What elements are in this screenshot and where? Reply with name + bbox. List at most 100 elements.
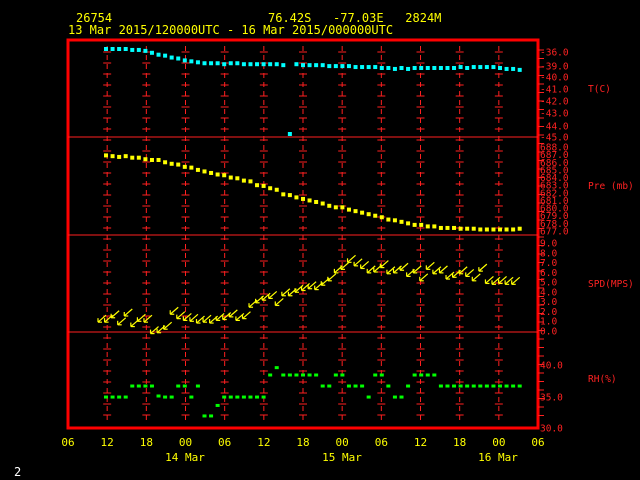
wind-shaft [366,265,376,274]
wind-barb [340,261,350,270]
temperature-point [241,62,246,67]
rh-point [156,394,161,398]
pressure-y-tick: 686.0 [540,158,569,169]
rh-point [419,373,424,377]
wind-shaft [445,271,455,280]
temperature-point [346,64,351,69]
page-number: 2 [14,465,22,479]
wind-barb [458,266,468,275]
pressure-point [419,222,424,227]
wind-barb [228,309,238,318]
pressure-axis-label: Pre (mb) [588,181,634,192]
pressure-point [432,224,437,229]
wind-y-tick: 3.0 [540,297,557,308]
temperature-point [235,61,240,66]
plot-frame [66,38,540,430]
wind-shaft [110,310,120,319]
wind-barb [366,265,376,274]
rh-point [386,384,391,388]
rh-point [465,384,470,388]
temperature-point [511,66,516,71]
pressure-point [149,157,154,162]
temperature-point [379,66,384,70]
wind-shaft [228,309,238,318]
rh-point [143,384,148,388]
wind-shaft [432,266,442,275]
pressure-point [281,192,286,197]
temperature-point [386,66,391,70]
pressure-point [123,154,128,159]
wind-shaft [150,326,159,335]
wind-shaft [301,283,310,291]
temperature-point [445,66,450,70]
x-tick-label: 18 [453,436,466,449]
wind-y-tick: 4.0 [540,287,557,298]
temperature-point [471,65,476,70]
pressure-point [287,193,292,198]
wind-barb [432,266,442,275]
wind-shaft [242,311,251,320]
rh-point [373,373,378,377]
rh-point [340,373,345,377]
pressure-point [110,154,115,159]
temperature-point [307,63,312,68]
temperature-point [156,52,161,57]
temperature-y-tick: -44.0 [540,122,569,133]
wind-shaft [412,265,422,274]
temperature-point [504,66,509,71]
pressure-point [333,205,338,210]
x-tick-label: 00 [492,436,505,449]
wind-y-tick: 6.0 [540,268,557,279]
pressure-point [104,153,108,158]
wind-barb [425,261,435,270]
x-tick-label: 06 [531,436,544,449]
rh-point [327,384,332,388]
pressure-point [373,213,378,218]
pressure-point [248,179,253,184]
rh-point [149,384,154,388]
temperature-point [517,67,522,72]
pressure-point [268,186,273,191]
pressure-y-tick: 685.0 [540,165,569,176]
temperature-point [353,65,358,70]
wind-barb [353,258,363,267]
pressure-point [255,183,260,188]
wind-shaft [419,273,429,282]
temperature-point [261,62,266,67]
pressure-y-tick: 681.0 [540,196,569,207]
pressure-point [327,203,332,208]
x-tick-label: 18 [140,436,153,449]
pressure-point [176,162,181,167]
wind-shaft [182,312,192,321]
pressure-point [241,178,246,183]
pressure-point [314,199,319,204]
rh-point [491,384,496,388]
pressure-point [517,226,522,231]
rh-point [117,395,122,399]
wind-barb [445,271,455,280]
wind-shaft [458,266,468,275]
temperature-point [149,50,154,55]
x-tick-label: 06 [375,436,388,449]
pressure-point [386,217,391,222]
pressure-point [301,196,305,201]
temperature-point [491,65,496,70]
wind-barb [307,281,317,290]
wind-shaft [261,292,271,301]
rh-point [228,395,233,399]
station-location: 76.42S -77.03E 2824M [268,11,442,25]
rh-point [320,384,325,388]
rh-point [432,373,437,377]
wind-shaft [294,284,304,293]
pressure-point [353,209,358,214]
wind-barb [117,317,127,326]
pressure-point [458,226,463,231]
pressure-point [195,167,200,172]
x-tick-label: 06 [218,436,231,449]
rh-point [281,373,286,377]
wind-shaft [176,311,186,320]
date-label: 15 Mar [322,451,362,464]
pressure-point [425,224,430,229]
pressure-point [156,157,161,162]
temperature-point [169,55,174,60]
